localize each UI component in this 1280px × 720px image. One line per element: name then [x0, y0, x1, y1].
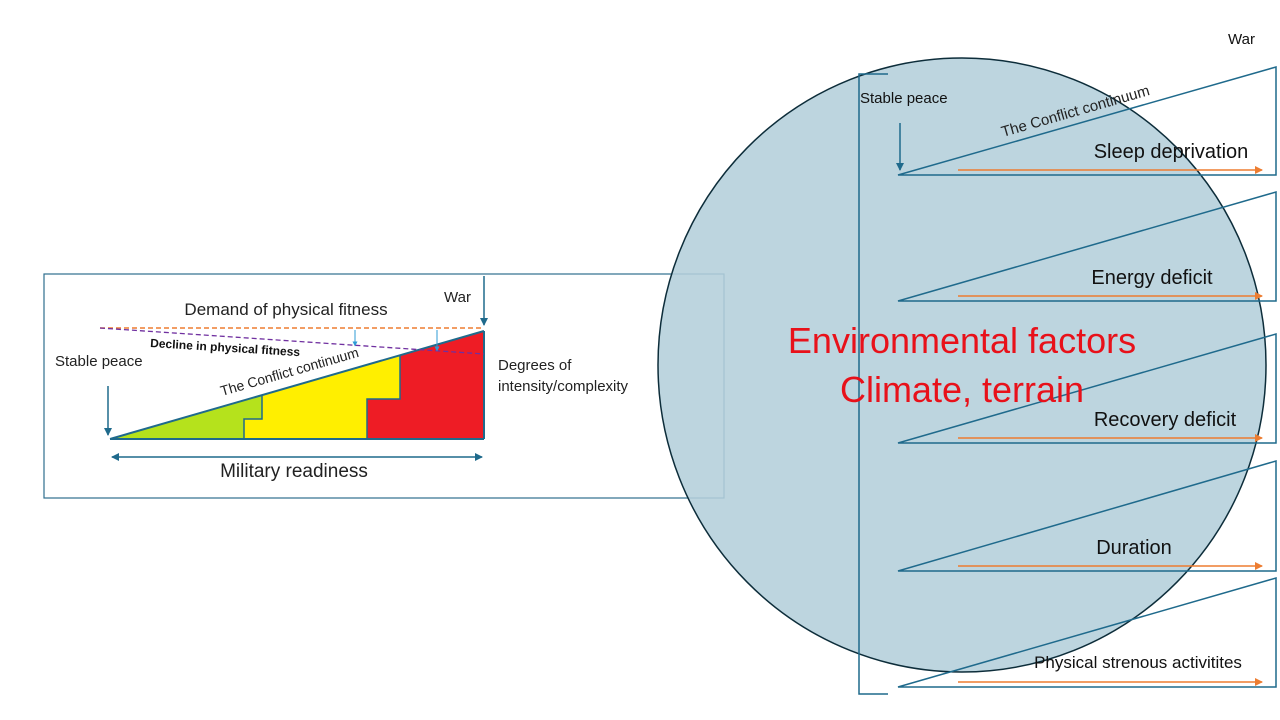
- war-label-right: War: [1228, 31, 1255, 48]
- stressor-recovery: Recovery deficit: [897, 333, 1277, 444]
- stressor-label-physical: Physical strenous activitites: [1034, 653, 1242, 672]
- environment-title-line2: Climate, terrain: [840, 369, 1084, 410]
- stressor-energy: Energy deficit: [897, 191, 1277, 302]
- war-label-left: War: [444, 289, 471, 306]
- zone-medium: [244, 355, 400, 439]
- zone-high: [367, 331, 484, 439]
- demand-label: Demand of physical fitness: [184, 300, 387, 319]
- wedge-duration: [897, 460, 1277, 572]
- continuum-hypotenuse: [109, 330, 485, 440]
- stressor-label-duration: Duration: [1096, 537, 1172, 559]
- wedge-recovery: [897, 333, 1277, 444]
- stressor-label-energy: Energy deficit: [1091, 267, 1213, 289]
- stressor-label-sleep: Sleep deprivation: [1094, 141, 1249, 163]
- readiness-label: Military readiness: [220, 461, 368, 482]
- environment-circle: [657, 57, 1267, 673]
- panel-bracket: [858, 73, 888, 695]
- left-diagram: Demand of physical fitness Decline in ph…: [43, 273, 725, 499]
- step-outline-2: [366, 355, 401, 439]
- environment-title-line1: Environmental factors: [788, 320, 1136, 361]
- wedge-sleep: [897, 66, 1277, 176]
- stable-peace-label-right: Stable peace: [860, 90, 948, 107]
- degrees-label-line1: Degrees of: [498, 357, 572, 374]
- stable-peace-label-left: Stable peace: [55, 353, 143, 370]
- decline-dashed-line: [99, 327, 485, 355]
- stressor-label-recovery: Recovery deficit: [1094, 409, 1237, 431]
- wedge-energy: [897, 191, 1277, 302]
- degrees-label-line2: intensity/complexity: [498, 378, 629, 395]
- stressor-sleep: Sleep deprivation: [897, 66, 1277, 176]
- wedge-physical: [897, 577, 1277, 688]
- step-outline: [243, 395, 263, 439]
- stressor-physical: Physical strenous activitites: [897, 577, 1277, 688]
- stressor-duration: Duration: [897, 460, 1277, 572]
